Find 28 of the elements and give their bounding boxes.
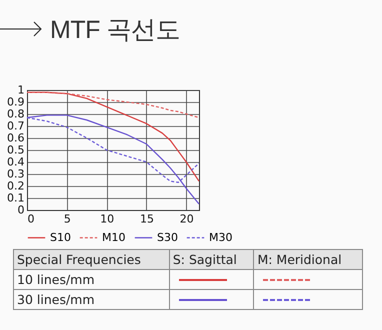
- y-tick-label: 1: [18, 84, 24, 96]
- x-tick-label: 10: [100, 212, 114, 226]
- y-tick-label: 0.6: [7, 132, 24, 144]
- y-tick-label: 0: [18, 204, 24, 216]
- text: Special Frequencies: [14, 250, 170, 270]
- y-tick-label: 0.5: [7, 144, 24, 156]
- line-series: [26, 114, 200, 205]
- y-tick-label: 0.8: [7, 108, 24, 120]
- text: M: Meridional: [254, 250, 362, 270]
- legend-label: S30: [157, 230, 178, 244]
- legend-label: M30: [209, 230, 232, 244]
- legend-label: M10: [102, 230, 126, 244]
- text: 30 lines/mm: [14, 290, 170, 310]
- legend-label: S10: [50, 230, 71, 244]
- x-tick-label: 15: [140, 212, 154, 226]
- y-tick-label: 0.3: [7, 168, 24, 180]
- x-tick-label: 0: [28, 212, 34, 226]
- text: 10 lines/mm: [14, 270, 170, 290]
- y-tick-label: 0.4: [7, 156, 24, 168]
- x-tick-label: 5: [64, 212, 71, 226]
- text: S: Sagittal: [169, 250, 254, 270]
- y-tick-label: 0.2: [7, 180, 24, 192]
- y-tick-label: 0.1: [7, 192, 24, 204]
- line-series: [26, 92, 200, 118]
- chart-title: MTF 곡선도: [50, 14, 180, 46]
- y-tick-label: 0.7: [7, 120, 24, 132]
- x-tick-label: 20: [180, 212, 194, 226]
- y-tick-label: 0.9: [7, 96, 24, 108]
